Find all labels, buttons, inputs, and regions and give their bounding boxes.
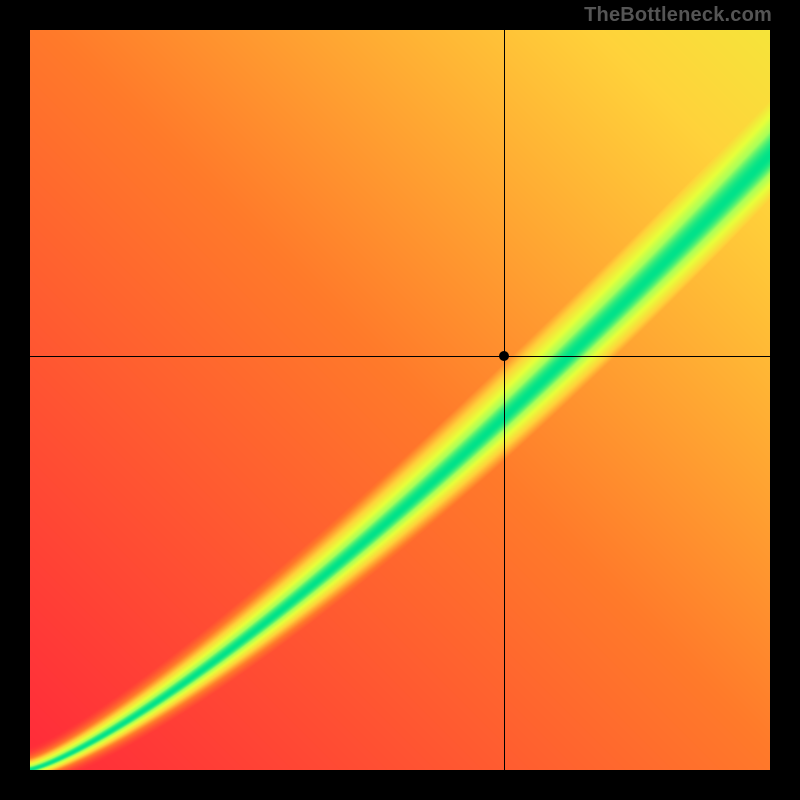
crosshair-vertical [504, 30, 505, 770]
crosshair-horizontal [30, 356, 770, 357]
chart-container: TheBottleneck.com [0, 0, 800, 800]
watermark-text: TheBottleneck.com [584, 4, 772, 27]
heatmap-canvas [30, 30, 770, 770]
plot-area [30, 30, 770, 770]
selected-point-marker[interactable] [499, 351, 509, 361]
